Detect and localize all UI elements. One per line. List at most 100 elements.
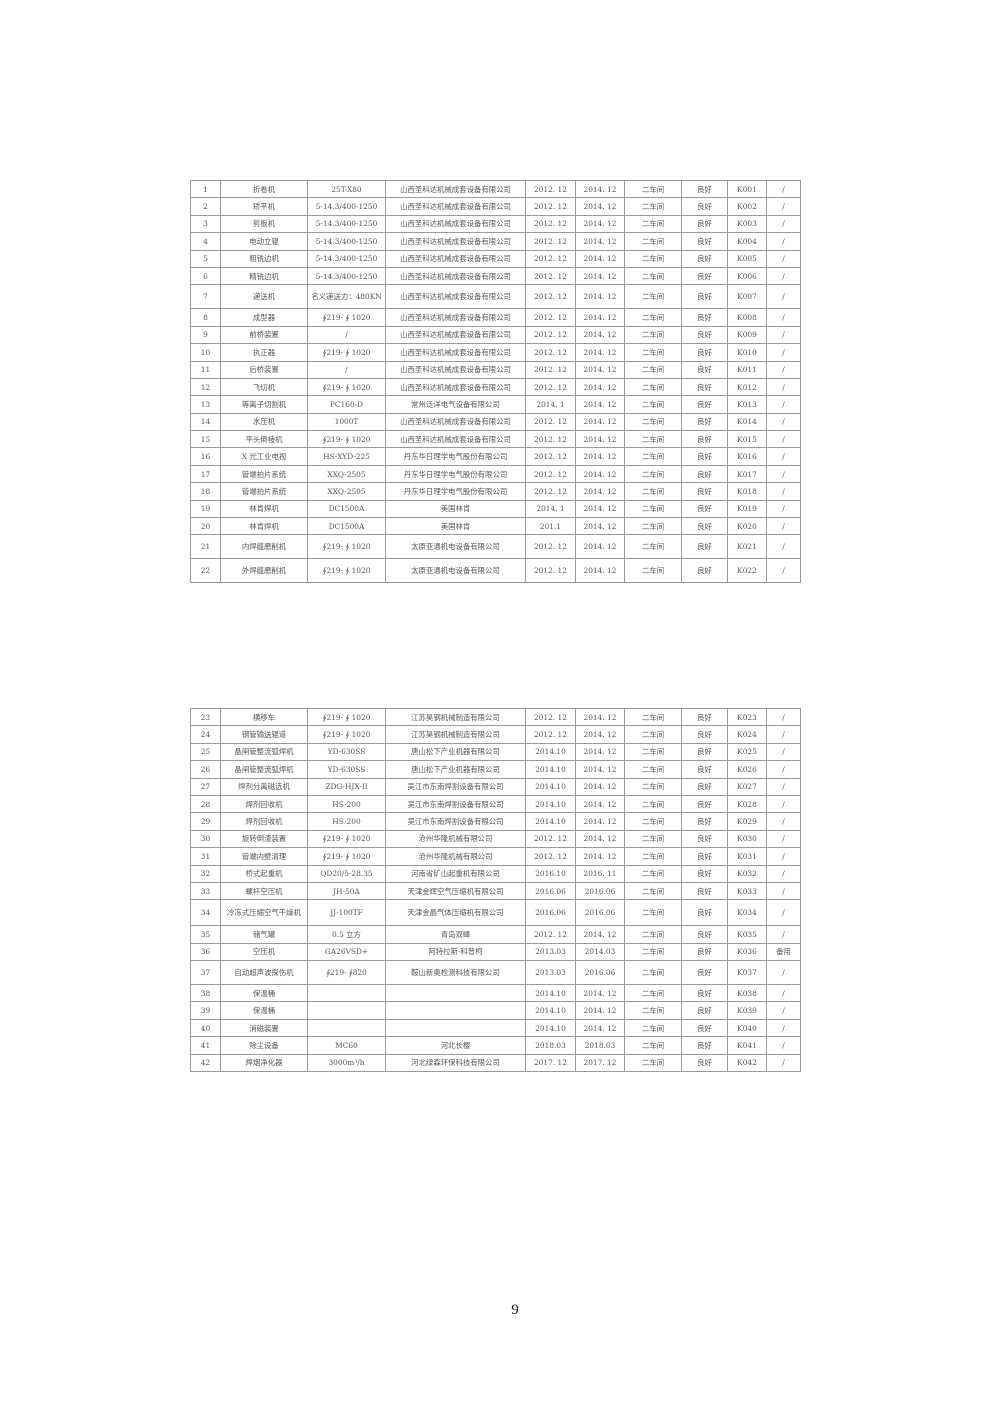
table-row: 28 焊剂回收机 HS-200 吴江市东南焊割设备有限公司 2014.10 2014. 1… [190, 794, 801, 814]
cell-condition: 良好 [681, 1001, 728, 1020]
cell-name: 消磁装置 [220, 1018, 308, 1038]
cell-install-date: 2014. 12 [575, 812, 625, 831]
cell-location: 二车间 [624, 249, 682, 268]
cell-location: 二车间 [624, 447, 682, 466]
cell-model: GA26VSD+ [307, 942, 386, 962]
cell-condition: 良好 [681, 266, 728, 286]
cell-location: 二车间 [624, 899, 682, 927]
cell-made-date: 2012. 12 [525, 829, 576, 849]
cell-no: 13 [190, 395, 221, 414]
cell-model: HS-XYD-225 [307, 447, 386, 466]
cell-name: 林肯焊机 [220, 517, 308, 536]
cell-code: K015 [727, 430, 767, 449]
cell-no: 12 [190, 377, 221, 397]
cell-condition: 良好 [681, 499, 728, 519]
cell-code: K033 [727, 881, 767, 901]
cell-made-date: 2012. 12 [525, 343, 576, 362]
cell-remark: / [766, 284, 801, 310]
cell-location: 二车间 [624, 829, 682, 849]
cell-condition: 良好 [681, 284, 728, 310]
cell-condition: 良好 [681, 308, 728, 327]
cell-made-date: 2012. 12 [525, 534, 576, 560]
cell-made-date: 2012. 12 [525, 847, 576, 866]
cell-no: 10 [190, 343, 221, 362]
cell-code: K016 [727, 447, 767, 466]
cell-condition: 良好 [681, 430, 728, 449]
cell-remark: / [766, 214, 801, 234]
cell-remark: / [766, 499, 801, 519]
table-row: 22 外焊缝磨削机 ∮219- ∮ 1020 太原亚通机电设备有限公司 2012. 12… [190, 558, 801, 584]
cell-remark: / [766, 343, 801, 362]
cell-no: 1 [190, 179, 221, 199]
cell-made-date: 2012. 12 [525, 197, 576, 216]
cell-code: K008 [727, 308, 767, 327]
cell-manufacturer: 江苏昊钢机械制造有限公司 [385, 725, 526, 744]
cell-install-date: 2014. 12 [575, 197, 625, 216]
cell-install-date: 2014. 12 [575, 232, 625, 251]
cell-remark: / [766, 1053, 801, 1073]
cell-manufacturer: 山西圣科达机械成套设备有限公司 [385, 284, 526, 310]
cell-made-date: 2012. 12 [525, 430, 576, 449]
cell-name: 管端内壁清理 [220, 847, 308, 866]
table-row: 23 横移车 ∮219- ∮ 1020 江苏昊钢机械制造有限公司 2012. 12 201… [190, 707, 801, 727]
table-row: 33 螺杆空压机 JH-50A 天津金辉空气压缩机有限公司 2016.06 2016.06… [190, 881, 801, 901]
cell-name: 前桥装置 [220, 325, 308, 345]
cell-name: 横移车 [220, 707, 308, 727]
cell-no: 25 [190, 742, 221, 762]
cell-code: K002 [727, 197, 767, 216]
cell-manufacturer: 丹东华日理学电气股份有限公司 [385, 482, 526, 501]
cell-install-date: 2014. 12 [575, 430, 625, 449]
cell-location: 二车间 [624, 558, 682, 584]
cell-made-date: 2017. 12 [525, 1053, 576, 1073]
cell-condition: 良好 [681, 864, 728, 883]
cell-no: 24 [190, 725, 221, 744]
cell-name: 内焊缝磨削机 [220, 534, 308, 560]
cell-code: K026 [727, 760, 767, 779]
cell-name: 空压机 [220, 942, 308, 962]
cell-no: 27 [190, 777, 221, 796]
cell-model: 25T-X80 [307, 179, 386, 199]
cell-manufacturer: 山西圣科达机械成套设备有限公司 [385, 308, 526, 327]
cell-code: K017 [727, 464, 767, 484]
cell-name: 递送机 [220, 284, 308, 310]
cell-no: 4 [190, 232, 221, 251]
cell-condition: 良好 [681, 742, 728, 762]
cell-install-date: 2017. 12 [575, 1053, 625, 1073]
cell-name: 旋转倒渣装置 [220, 829, 308, 849]
cell-install-date: 2014. 12 [575, 266, 625, 286]
cell-made-date: 2012. 12 [525, 266, 576, 286]
cell-made-date: 2018.03 [525, 1036, 576, 1055]
cell-location: 二车间 [624, 725, 682, 744]
cell-code: K040 [727, 1018, 767, 1038]
cell-manufacturer: 吴江市东南焊割设备有限公司 [385, 777, 526, 796]
cell-made-date: 2012. 12 [525, 558, 576, 584]
cell-install-date: 2014. 12 [575, 249, 625, 268]
cell-install-date: 2014. 12 [575, 464, 625, 484]
cell-no: 32 [190, 864, 221, 883]
cell-manufacturer [385, 1018, 526, 1038]
cell-code: K023 [727, 707, 767, 727]
cell-model: ∮219- ∮ 1020 [307, 308, 386, 327]
cell-no: 41 [190, 1036, 221, 1055]
cell-made-date: 2014.10 [525, 777, 576, 796]
cell-model: 5-14.3/400-1250 [307, 266, 386, 286]
cell-name: 精铣边机 [220, 266, 308, 286]
cell-name: 焊剂回收机 [220, 812, 308, 831]
cell-name: 焊剂分离磁选机 [220, 777, 308, 796]
cell-location: 二车间 [624, 960, 682, 986]
cell-name: 晶闸管整流弧焊机 [220, 760, 308, 779]
cell-location: 二车间 [624, 464, 682, 484]
cell-no: 5 [190, 249, 221, 268]
cell-no: 26 [190, 760, 221, 779]
table-row: 25 晶闸管整流弧焊机 YD-630SS 唐山松下产业机器有限公司 2014.10 201… [190, 742, 801, 762]
cell-name: 晶闸管整流弧焊机 [220, 742, 308, 762]
cell-model: ∮219- ∮ 1020 [307, 707, 386, 727]
cell-location: 二车间 [624, 534, 682, 560]
cell-remark: / [766, 558, 801, 584]
cell-model: XXQ-2505 [307, 482, 386, 501]
cell-name: 执正器 [220, 343, 308, 362]
cell-model: 名义递送力：480KN [307, 284, 386, 310]
cell-manufacturer: 鞍山新奥检测科技有限公司 [385, 960, 526, 986]
cell-code: K004 [727, 232, 767, 251]
table-row: 7 递送机 名义递送力：480KN 山西圣科达机械成套设备有限公司 2012. 12 20… [190, 284, 801, 310]
